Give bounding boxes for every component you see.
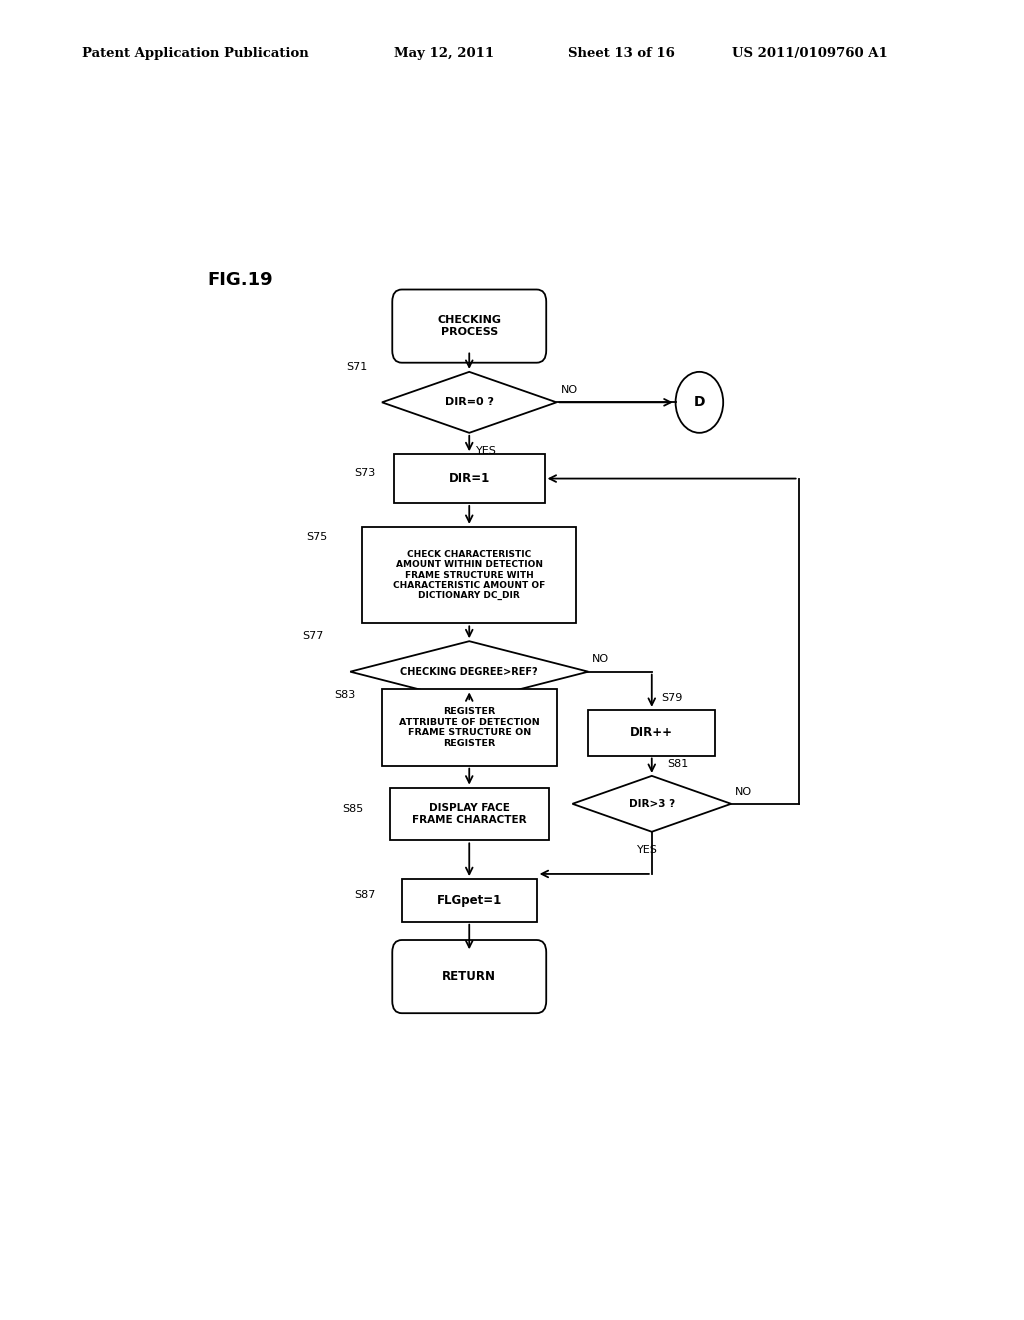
Bar [394,454,545,503]
Text: S83: S83 [334,689,355,700]
Text: Patent Application Publication: Patent Application Publication [82,46,308,59]
Text: CHECKING DEGREE>REF?: CHECKING DEGREE>REF? [400,667,538,677]
Text: May 12, 2011: May 12, 2011 [394,46,495,59]
Text: NO: NO [592,655,609,664]
FancyBboxPatch shape [392,940,546,1014]
Text: NO: NO [560,385,578,395]
Text: CHECK CHARACTERISTIC
AMOUNT WITHIN DETECTION
FRAME STRUCTURE WITH
CHARACTERISTIC: CHECK CHARACTERISTIC AMOUNT WITHIN DETEC… [393,549,546,601]
Text: DISPLAY FACE
FRAME CHARACTER: DISPLAY FACE FRAME CHARACTER [412,803,526,825]
Text: DIR=1: DIR=1 [449,473,489,484]
Bar [382,689,557,766]
Bar [390,788,549,841]
Text: YES: YES [637,845,658,855]
Text: NO: NO [735,787,753,796]
Polygon shape [382,372,557,433]
Text: RETURN: RETURN [442,970,497,983]
Text: DIR++: DIR++ [631,726,673,739]
Text: REGISTER
ATTRIBUTE OF DETECTION
FRAME STRUCTURE ON
REGISTER: REGISTER ATTRIBUTE OF DETECTION FRAME ST… [399,708,540,747]
FancyBboxPatch shape [392,289,546,363]
Bar [362,527,577,623]
Text: S85: S85 [342,804,364,814]
Text: S79: S79 [662,693,683,702]
Text: FLGpet=1: FLGpet=1 [436,894,502,907]
Circle shape [676,372,723,433]
Text: YES: YES [475,715,497,726]
Bar [588,710,715,755]
Polygon shape [572,776,731,832]
Text: S77: S77 [303,631,324,642]
Text: D: D [693,395,706,409]
Text: S87: S87 [354,890,376,900]
Text: DIR=0 ?: DIR=0 ? [444,397,494,408]
Text: YES: YES [475,446,497,457]
Bar [401,879,537,921]
Text: Sheet 13 of 16: Sheet 13 of 16 [568,46,675,59]
Polygon shape [350,642,588,702]
Text: S73: S73 [354,469,376,478]
Text: FIG.19: FIG.19 [207,272,273,289]
Text: S71: S71 [346,362,368,372]
Text: US 2011/0109760 A1: US 2011/0109760 A1 [732,46,888,59]
Text: S75: S75 [306,532,328,543]
Text: DIR>3 ?: DIR>3 ? [629,799,675,809]
Text: CHECKING
PROCESS: CHECKING PROCESS [437,315,502,337]
Text: S81: S81 [668,759,689,768]
